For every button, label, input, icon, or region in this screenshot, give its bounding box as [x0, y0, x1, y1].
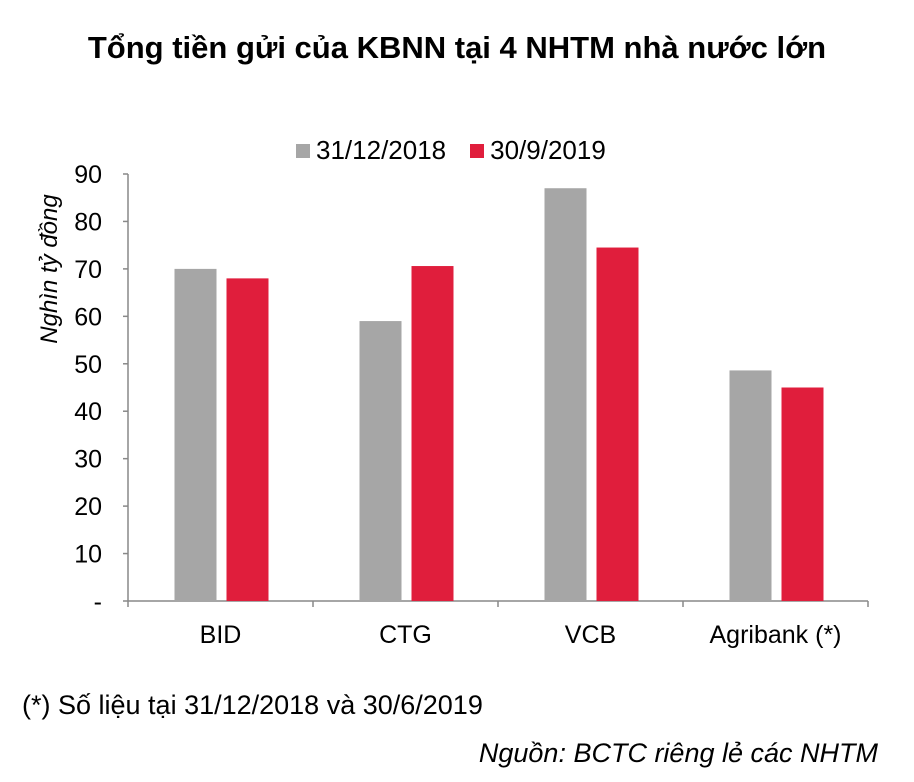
- y-tick-label: 30: [74, 446, 102, 474]
- bar-ctg-1: [411, 266, 454, 601]
- bar-agribank-1: [781, 387, 824, 601]
- x-tick-label: VCB: [565, 621, 616, 649]
- legend-item-2018: 31/12/2018: [296, 135, 446, 166]
- y-tick-label: 40: [74, 398, 102, 426]
- chart-title: Tổng tiền gửi của KBNN tại 4 NHTM nhà nư…: [87, 30, 827, 65]
- x-tick-label: Agribank (*): [710, 621, 842, 649]
- bar-bid-1: [226, 278, 269, 601]
- legend-label: 30/9/2019: [490, 135, 606, 165]
- y-tick-label: 20: [74, 493, 102, 521]
- legend-swatch: [470, 143, 485, 158]
- footnote: (*) Số liệu tại 31/12/2018 và 30/6/2019: [22, 690, 483, 720]
- bar-ctg-0: [359, 321, 402, 601]
- legend: 31/12/2018 30/9/2019: [296, 135, 620, 166]
- y-tick-label: 90: [74, 161, 102, 189]
- y-tick-label: 70: [74, 256, 102, 284]
- y-tick-label: -: [94, 588, 102, 616]
- y-tick-label: 10: [74, 541, 102, 569]
- x-tick-label: BID: [200, 621, 242, 649]
- y-tick-label: 80: [74, 208, 102, 236]
- bar-chart: - 10 20 30 40 50 60 70 80 90 BID CTG VCB Agribank (*): [74, 161, 869, 649]
- bar-vcb-1: [596, 247, 639, 602]
- y-tick-label: 60: [74, 303, 102, 331]
- x-tick-label: CTG: [379, 621, 432, 649]
- bar-vcb-0: [544, 188, 587, 601]
- bar-bid-0: [174, 268, 217, 601]
- bar-agribank-0: [729, 370, 772, 601]
- legend-item-2019: 30/9/2019: [470, 135, 606, 166]
- legend-swatch: [296, 143, 310, 158]
- source-note: Nguồn: BCTC riêng lẻ các NHTM: [478, 738, 878, 768]
- y-tick-label: 50: [74, 351, 102, 379]
- legend-label: 31/12/2018: [316, 135, 447, 165]
